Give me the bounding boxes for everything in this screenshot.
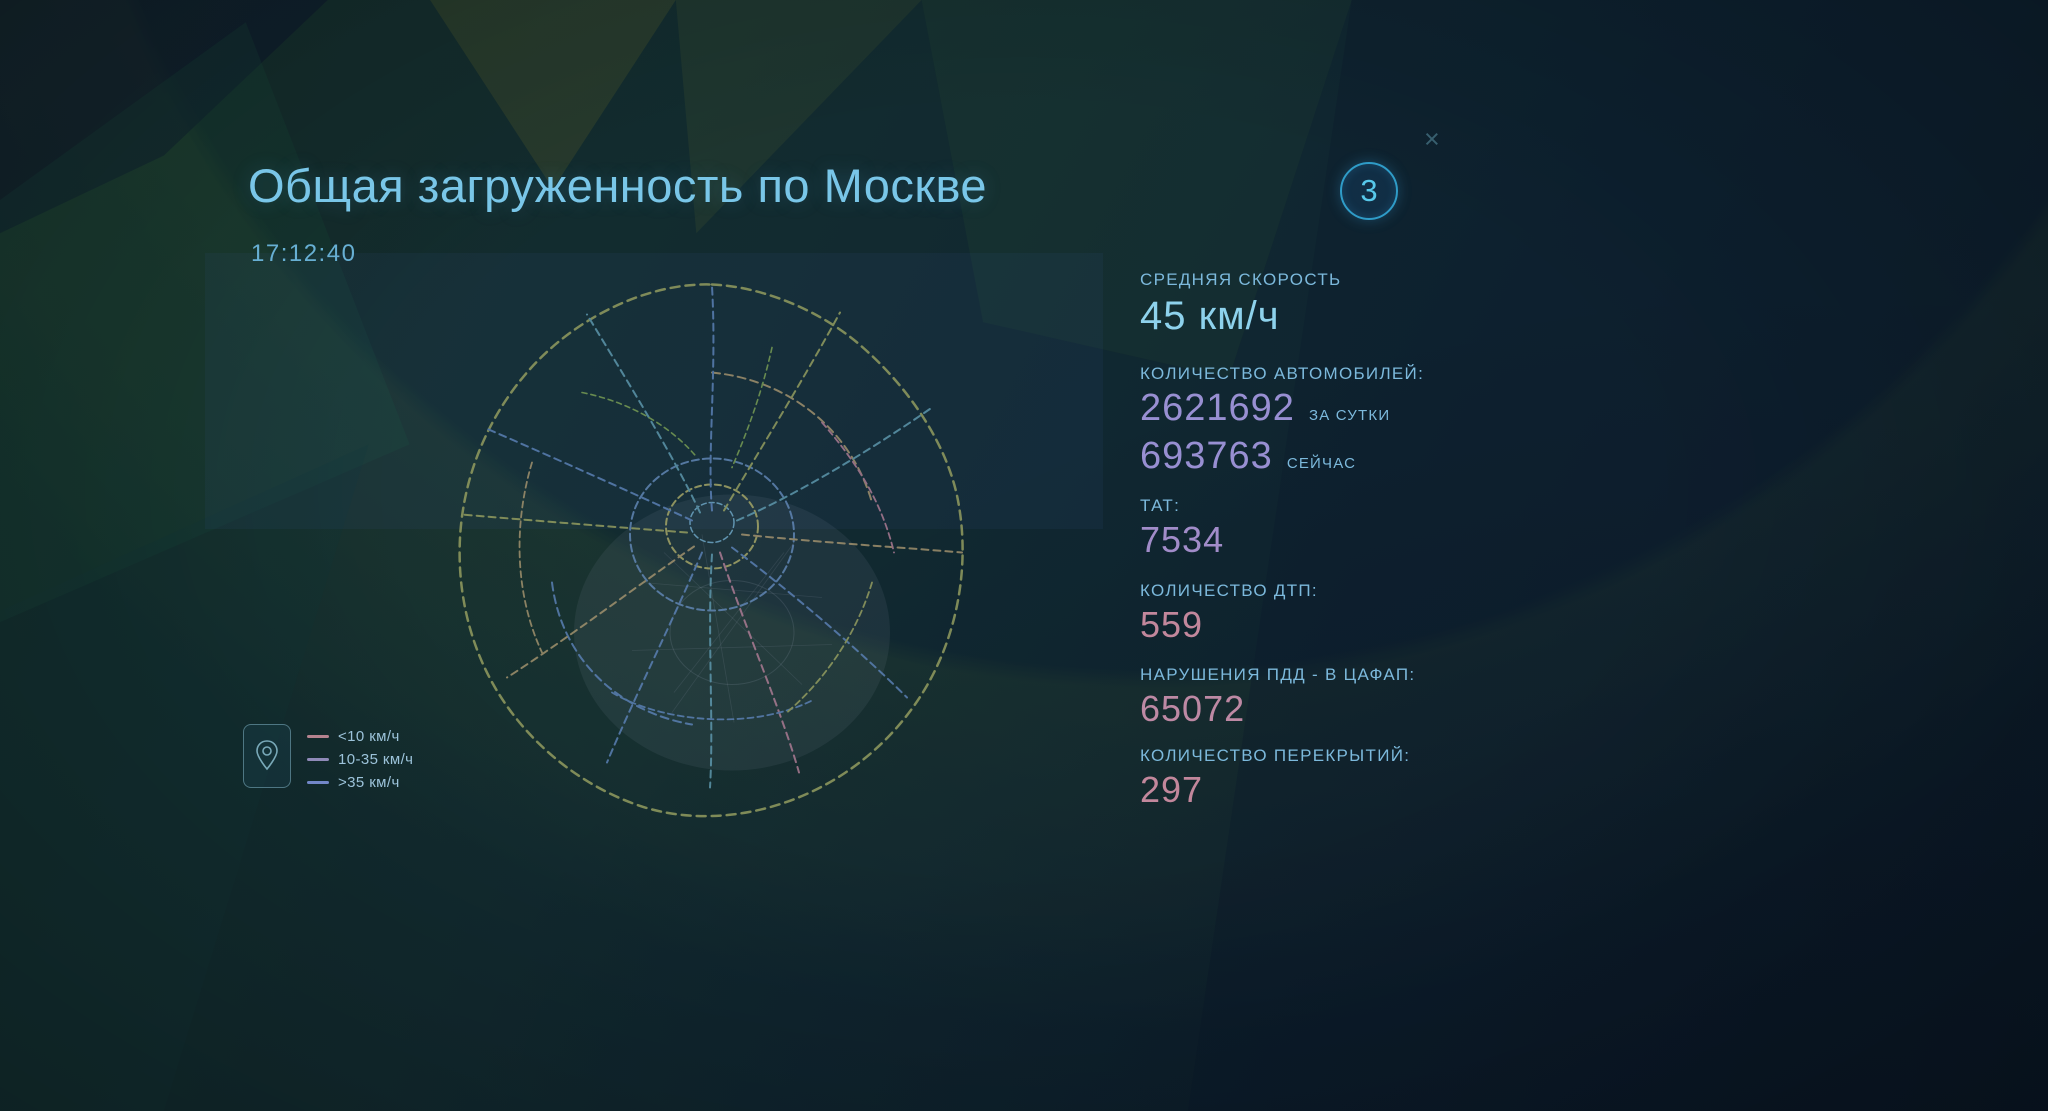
legend-label-slow: <10 км/ч xyxy=(338,728,400,745)
city-detail-blob xyxy=(574,494,890,771)
road-map-svg xyxy=(458,283,964,818)
legend-item-medium: 10-35 км/ч xyxy=(307,751,413,768)
legend-label-medium: 10-35 км/ч xyxy=(338,751,414,768)
page-title: Общая загруженность по Москве xyxy=(248,159,988,212)
legend-item-slow: <10 км/ч xyxy=(307,728,413,745)
legend-item-fast: >35 км/ч xyxy=(307,774,413,791)
road-network xyxy=(458,283,964,818)
stat-accidents: КОЛИЧЕСТВО ДТП: 559 xyxy=(1140,581,1720,645)
close-icon[interactable]: × xyxy=(1424,124,1440,154)
stat-average-speed: СРЕДНЯЯ СКОРОСТЬ 45 км/ч xyxy=(1140,270,1720,338)
map-pin-icon xyxy=(256,740,278,771)
stat-tat: ТАТ: 7534 xyxy=(1140,496,1720,560)
accidents-value: 559 xyxy=(1140,604,1204,646)
stats-panel: СРЕДНЯЯ СКОРОСТЬ 45 км/ч КОЛИЧЕСТВО АВТО… xyxy=(1140,270,1720,810)
stat-closures: КОЛИЧЕСТВО ПЕРЕКРЫТИЙ: 297 xyxy=(1140,746,1720,810)
map-background-band xyxy=(205,253,1103,529)
cars-per-day-suffix: ЗА СУТКИ xyxy=(1308,407,1391,424)
cars-per-day-value: 2621692 xyxy=(1140,387,1295,429)
tat-label: ТАТ: xyxy=(1140,495,1181,515)
legend-swatch-fast xyxy=(307,781,329,784)
violations-value: 65072 xyxy=(1140,687,1246,729)
legend-label-fast: >35 км/ч xyxy=(338,774,400,791)
moscow-road-map xyxy=(402,250,1022,845)
closures-label: КОЛИЧЕСТВО ПЕРЕКРЫТИЙ: xyxy=(1140,746,1411,766)
cars-now-suffix: СЕЙЧАС xyxy=(1286,454,1357,472)
timestamp: 17:12:40 xyxy=(251,240,357,267)
accidents-label: КОЛИЧЕСТВО ДТП: xyxy=(1140,581,1318,601)
car-count-label: КОЛИЧЕСТВО АВТОМОБИЛЕЙ: xyxy=(1140,364,1425,383)
stat-violations: НАРУШЕНИЯ ПДД - В ЦАФАП: 65072 xyxy=(1140,665,1720,729)
slide-number-badge[interactable]: 3 xyxy=(1340,162,1398,220)
legend-swatch-slow xyxy=(307,735,329,738)
closures-value: 297 xyxy=(1140,769,1204,811)
legend-swatch-medium xyxy=(307,758,329,761)
avg-speed-value: 45 км/ч xyxy=(1140,294,1280,338)
yandex-maps-logo xyxy=(243,724,291,788)
violations-label: НАРУШЕНИЯ ПДД - В ЦАФАП: xyxy=(1140,664,1416,684)
legend-rows: <10 км/ч 10-35 км/ч >35 км/ч xyxy=(307,724,413,791)
stat-car-count: КОЛИЧЕСТВО АВТОМОБИЛЕЙ: 2621692 ЗА СУТКИ… xyxy=(1140,364,1720,478)
cars-now-value: 693763 xyxy=(1140,434,1273,477)
tat-value: 7534 xyxy=(1140,518,1225,560)
avg-speed-label: СРЕДНЯЯ СКОРОСТЬ xyxy=(1140,270,1342,289)
map-legend: <10 км/ч 10-35 км/ч >35 км/ч xyxy=(243,724,413,791)
